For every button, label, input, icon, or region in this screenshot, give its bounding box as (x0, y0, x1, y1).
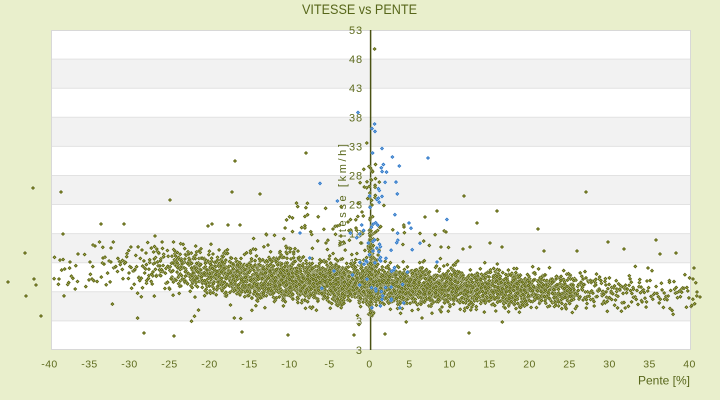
svg-text:3: 3 (356, 345, 362, 357)
svg-text:40: 40 (683, 359, 695, 371)
svg-text:Pente [%]: Pente [%] (638, 374, 690, 388)
svg-text:-5: -5 (324, 359, 334, 371)
svg-text:-20: -20 (201, 359, 217, 371)
svg-text:33: 33 (349, 141, 363, 153)
svg-text:43: 43 (349, 83, 363, 95)
svg-text:15: 15 (483, 359, 495, 371)
svg-text:-30: -30 (121, 359, 137, 371)
svg-text:-25: -25 (161, 359, 177, 371)
svg-text:35: 35 (643, 359, 655, 371)
svg-text:25: 25 (563, 359, 575, 371)
svg-text:30: 30 (603, 359, 615, 371)
svg-text:23: 23 (349, 200, 363, 212)
svg-text:53: 53 (349, 25, 363, 37)
svg-text:48: 48 (349, 54, 363, 66)
svg-text:VITESSE vs PENTE: VITESSE vs PENTE (302, 1, 417, 17)
svg-text:28: 28 (349, 171, 363, 183)
svg-text:-10: -10 (281, 359, 297, 371)
svg-text:-35: -35 (81, 359, 97, 371)
svg-text:10: 10 (443, 359, 455, 371)
svg-text:Vitesse [km/h]: Vitesse [km/h] (337, 144, 349, 247)
svg-text:-40: -40 (41, 359, 57, 371)
svg-text:20: 20 (523, 359, 535, 371)
svg-text:-15: -15 (241, 359, 257, 371)
svg-text:5: 5 (406, 359, 412, 371)
svg-text:38: 38 (349, 112, 363, 124)
svg-text:0: 0 (366, 359, 372, 371)
